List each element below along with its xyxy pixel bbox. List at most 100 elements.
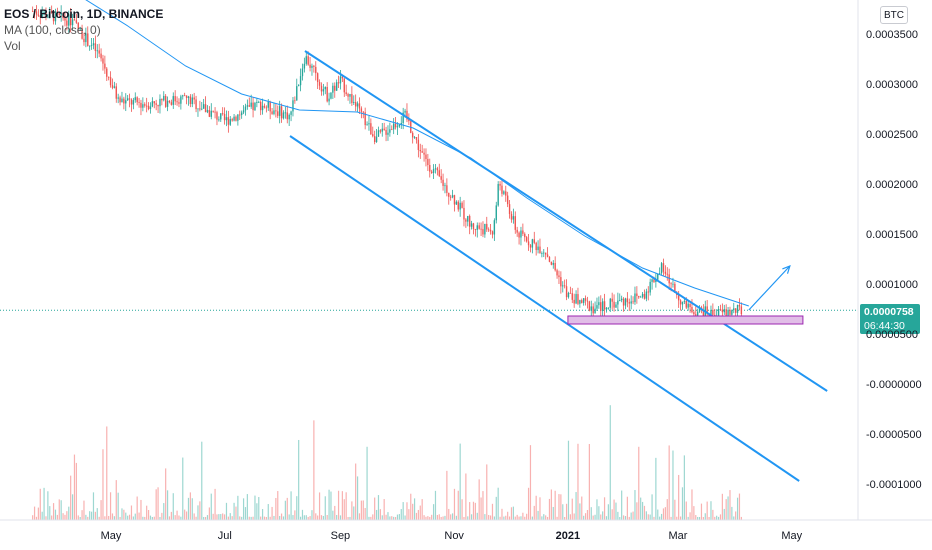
volume-bar (130, 505, 133, 520)
candle-body (693, 312, 695, 315)
candle-body (58, 13, 60, 15)
candle-body (216, 112, 218, 120)
candle-body (658, 273, 661, 274)
candle-body (736, 304, 739, 313)
volume-bar (85, 514, 87, 520)
candle-body (537, 246, 539, 251)
volume-bar (263, 516, 266, 520)
candle-body (35, 11, 38, 15)
volume-bar (49, 506, 51, 520)
candle-body (248, 105, 250, 107)
volume-bar (182, 457, 184, 520)
volume-bar (393, 516, 395, 520)
ma-indicator-label[interactable]: MA (100, close, 0) (4, 23, 101, 37)
volume-bar (73, 454, 76, 520)
volume-bar (514, 516, 516, 520)
volume-bar (203, 516, 205, 520)
candle-body (385, 129, 387, 135)
volume-bar (94, 511, 96, 520)
volume-bar (174, 515, 176, 520)
candle-body (284, 112, 287, 114)
volume-bar (685, 501, 687, 520)
volume-bar (284, 500, 286, 520)
candle-body (657, 273, 659, 280)
candle-body (544, 252, 547, 255)
candle-body (506, 195, 509, 205)
volume-bar (134, 513, 136, 520)
candle-body (208, 110, 211, 117)
candle-body (467, 215, 469, 222)
volume-bar (37, 507, 39, 520)
volume-bar (223, 514, 226, 520)
candle-body (73, 19, 76, 21)
symbol-title[interactable]: EOS / Bitcoin, 1D, BINANCE (4, 7, 164, 21)
candle-body (683, 300, 686, 302)
volume-bar (155, 489, 157, 520)
candle-body (696, 311, 699, 316)
candle-body (225, 117, 228, 121)
volume-bar (410, 493, 412, 520)
volume-bar (735, 511, 737, 520)
candle-body (138, 102, 140, 104)
candle-body (436, 168, 439, 171)
candle-body (273, 110, 275, 114)
volume-bar (725, 499, 727, 520)
candle-body (425, 154, 427, 160)
volume-bar (575, 492, 577, 520)
candle-body (373, 136, 376, 143)
volume-bar (408, 509, 410, 520)
candle-body (533, 239, 535, 243)
candle-body (387, 132, 389, 135)
volume-indicator-label[interactable]: Vol (4, 39, 21, 53)
volume-bar (244, 507, 247, 520)
candle-body (484, 223, 486, 235)
candle-body (729, 309, 731, 315)
volume-bar (71, 494, 74, 520)
volume-bar (204, 516, 207, 520)
volume-bar (651, 494, 653, 520)
candle-body (258, 101, 260, 103)
volume-bar (645, 511, 647, 520)
candle-body (510, 213, 513, 220)
volume-bar (119, 516, 121, 520)
candle-body (296, 86, 298, 101)
candle-body (554, 262, 556, 271)
candle-body (727, 309, 729, 316)
volume-bar (478, 479, 480, 520)
currency-button[interactable]: BTC (880, 6, 908, 24)
volume-bar (605, 516, 608, 520)
volume-bar (191, 498, 193, 520)
volume-bar (710, 501, 712, 520)
volume-bar (269, 516, 271, 520)
candle-body (368, 123, 370, 125)
volume-bar (457, 490, 459, 520)
volume-bar (622, 515, 625, 520)
volume-bar (81, 510, 83, 520)
volume-bar (634, 490, 636, 520)
volume-bar (68, 506, 70, 520)
candle-body (615, 304, 617, 308)
volume-bar (450, 514, 452, 520)
candle-body (280, 106, 283, 119)
price-tick-label: -0.0000000 (866, 379, 922, 391)
candle-body (147, 105, 150, 110)
volume-bar (75, 462, 77, 520)
candle-body (698, 307, 701, 312)
volume-bar (554, 490, 556, 520)
candle-body (411, 132, 414, 138)
volume-bar (206, 515, 209, 520)
volume-bar (146, 505, 148, 520)
volume-bar (225, 502, 228, 520)
volume-bar (721, 493, 723, 520)
candle-body (366, 124, 368, 126)
volume-bar (683, 455, 685, 520)
volume-bar (212, 513, 214, 520)
volume-bar (632, 511, 634, 520)
volume-bar (607, 504, 609, 520)
candle-body (493, 220, 496, 235)
volume-bar (602, 511, 604, 520)
candle-body (552, 262, 554, 265)
candle-body (210, 110, 212, 117)
candle-body (81, 27, 83, 39)
